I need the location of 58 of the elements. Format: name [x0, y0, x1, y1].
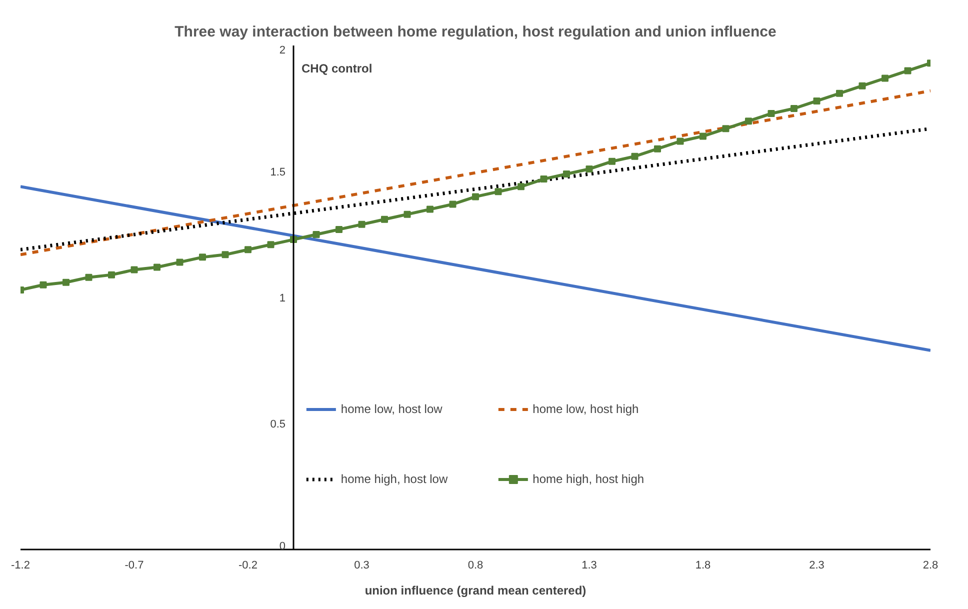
point [676, 138, 684, 145]
x-tick-label: 0.8 [468, 560, 484, 572]
point [336, 226, 342, 233]
point [62, 278, 70, 286]
x-tick-label: 1.3 [582, 560, 597, 572]
point [631, 152, 638, 160]
point [654, 145, 661, 152]
x-axis-title: union influence (grand mean centered) [364, 584, 586, 598]
legend-label: home high, host low [340, 471, 448, 488]
point [472, 193, 479, 200]
point [540, 176, 548, 183]
point [358, 220, 366, 228]
point [85, 274, 92, 281]
point [130, 266, 138, 274]
chart-title: Three way interaction between home regulation, host regulation and union influence [174, 24, 776, 40]
point [518, 183, 524, 190]
point [267, 241, 274, 248]
x-tick-label: -0.2 [238, 560, 258, 572]
point [790, 105, 798, 112]
y-tick-label: 1 [279, 292, 286, 304]
x-tick-label: 0.3 [354, 560, 370, 572]
point [108, 271, 115, 278]
legend-label: home low, host high [532, 401, 639, 418]
x-tick-label: 2.3 [809, 560, 824, 572]
point [40, 281, 47, 288]
point [586, 165, 593, 172]
point [722, 125, 730, 132]
x-tick-label: -1.2 [11, 560, 30, 572]
x-tick-label: -0.7 [124, 560, 144, 572]
point [836, 90, 843, 97]
point [449, 200, 456, 208]
point [608, 158, 616, 165]
x-tick-label: 1.8 [695, 560, 711, 572]
point [222, 251, 229, 258]
legend-label: home low, host low [340, 401, 442, 418]
y-tick-label: 2 [279, 44, 286, 56]
point [494, 188, 502, 196]
point [381, 216, 388, 223]
point [244, 246, 252, 254]
point [404, 210, 411, 218]
legend-label: home high, host high [532, 471, 644, 488]
point [563, 170, 570, 178]
point [700, 132, 706, 140]
point [882, 74, 888, 82]
point [154, 264, 160, 271]
x-tick-label: 2.8 [922, 560, 938, 572]
point [813, 97, 820, 104]
y-tick-label: 1.5 [270, 166, 286, 178]
point [904, 67, 912, 74]
point [858, 82, 866, 90]
point [768, 110, 775, 118]
y-tick-label: 0.5 [270, 418, 286, 430]
point [426, 206, 434, 213]
point [312, 231, 320, 238]
point [199, 254, 206, 261]
y-axis-title: CHQ control [302, 62, 372, 76]
point [176, 258, 184, 266]
point [745, 118, 752, 125]
